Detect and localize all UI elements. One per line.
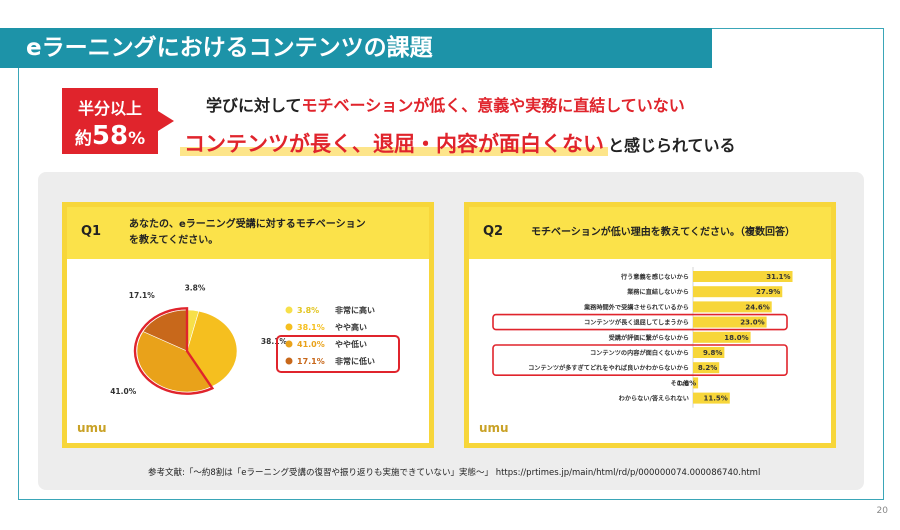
pie-value-label: 17.1% xyxy=(129,291,156,300)
pie-value-label: 3.8% xyxy=(185,284,206,293)
legend-value: 38.1% xyxy=(297,323,325,332)
bar-value-label: 18.0% xyxy=(724,334,748,342)
bar-category-label: 業務時間外で受講させられているから xyxy=(583,303,689,311)
q1-header: Q1 あなたの、eラーニング受講に対するモチベーションを教えてください。 xyxy=(67,207,429,259)
legend-value: 41.0% xyxy=(297,340,325,349)
pie-value-label: 38.1% xyxy=(261,337,288,346)
pie-value-label: 41.0% xyxy=(110,387,137,396)
bar-value-label: 1.6% xyxy=(677,379,696,387)
bar-highlight xyxy=(492,313,788,331)
headline-line2: コンテンツが長く、退屈・内容が面白くない と感じられている xyxy=(180,128,736,158)
q2-title: モチベーションが低い理由を教えてください。（複数回答） xyxy=(531,227,795,238)
headline-line1-red-b: 意義や実務に直結していない xyxy=(477,96,685,115)
bar-category-label: コンテンツが多すぎてどれをやれば良いかわからないから xyxy=(528,364,689,372)
pie-slice xyxy=(136,331,212,393)
legend-dot xyxy=(285,306,293,314)
headline-line1: 学びに対してモチベーションが低く、意義や実務に直結していない xyxy=(206,92,685,116)
q2-header: Q2 モチベーションが低い理由を教えてください。（複数回答） xyxy=(469,207,831,259)
bar-value-label: 9.8% xyxy=(703,349,722,357)
pie-highlight xyxy=(133,307,215,395)
legend-label: 非常に低い xyxy=(335,356,375,366)
bar-category-label: 受講が評価に繋がらないから xyxy=(609,334,689,342)
bar-value-label: 8.2% xyxy=(698,364,717,372)
reference-text: 参考文献:「〜約8割は「eラーニング受講の復習や振り返りも実施できていない」実態… xyxy=(148,468,761,478)
legend-label: やや低い xyxy=(335,339,367,349)
bar xyxy=(693,362,720,374)
legend-dot xyxy=(285,357,293,365)
badge-unit: % xyxy=(128,129,146,149)
bar-highlight xyxy=(492,344,788,377)
q2-bar-chart: 行う意義を感じないから 31.1% 業務に直結しないから 27.9% 業務時間外で受講さ… xyxy=(492,267,793,408)
bar xyxy=(693,377,699,389)
legend-highlight xyxy=(276,335,400,373)
pie-slice xyxy=(142,309,188,352)
q1-label: Q1 xyxy=(81,224,102,239)
umu-logo: umu xyxy=(479,421,509,435)
headline-rest: と感じられている xyxy=(608,136,736,155)
slide-title: eラーニングにおけるコンテンツの課題 xyxy=(0,28,712,68)
bar-value-label: 11.5% xyxy=(704,395,728,403)
umu-logo: umu xyxy=(77,421,107,435)
legend-dot xyxy=(285,340,293,348)
q1-card: Q1 あなたの、eラーニング受講に対するモチベーションを教えてください。 3.8… xyxy=(62,202,434,448)
legend-value: 17.1% xyxy=(297,357,325,366)
bar xyxy=(693,347,725,358)
stat-badge: 半分以上 約58% xyxy=(62,88,174,154)
bar-category-label: 行う意義を感じないから xyxy=(620,273,689,281)
bar xyxy=(693,392,730,404)
bar-value-label: 23.0% xyxy=(740,319,764,327)
bar-category-label: 業務に直結しないから xyxy=(626,288,689,296)
q1-title: あなたの、eラーニング受講に対するモチベーションを教えてください。 xyxy=(129,219,366,246)
bar xyxy=(693,271,793,282)
bar xyxy=(693,331,751,343)
bar-category-label: その他 xyxy=(670,379,689,387)
bar-category-label: わからない/答えられない xyxy=(619,395,689,403)
bar-value-label: 27.9% xyxy=(756,288,780,296)
headline-line1-red-a: モチベーションが低く、 xyxy=(301,96,478,115)
legend-label: やや高い xyxy=(335,322,367,332)
bar-category-label: コンテンツが長く退屈してしまうから xyxy=(584,319,689,327)
bar xyxy=(693,286,783,298)
bar xyxy=(693,316,767,328)
badge-line2: 約58% xyxy=(62,121,158,151)
headline-line1-black: 学びに対して xyxy=(206,96,302,115)
bar-value-label: 24.6% xyxy=(745,303,769,311)
legend-label: 非常に高い xyxy=(335,305,375,315)
bar-category-label: コンテンツの内容が面白くないから xyxy=(590,349,689,357)
badge-prefix: 約 xyxy=(74,129,92,149)
badge-line1: 半分以上 xyxy=(77,99,142,118)
legend-value: 3.8% xyxy=(297,306,319,315)
q1-pie-chart: 3.8% 38.1% 41.0% 17.1% 3.8% 非常に高い 38.1% やや高い 41.… xyxy=(110,284,400,396)
headline-highlight: コンテンツが長く、退屈・内容が面白くない xyxy=(180,132,608,156)
page-number: 20 xyxy=(876,506,888,516)
q2-label: Q2 xyxy=(483,224,504,239)
bar xyxy=(693,301,772,313)
badge-value: 58 xyxy=(91,121,129,151)
legend-dot xyxy=(285,323,293,331)
bar-value-label: 31.1% xyxy=(766,273,790,281)
q2-card: Q2 モチベーションが低い理由を教えてください。（複数回答） 行う意義を感じない… xyxy=(464,202,836,448)
